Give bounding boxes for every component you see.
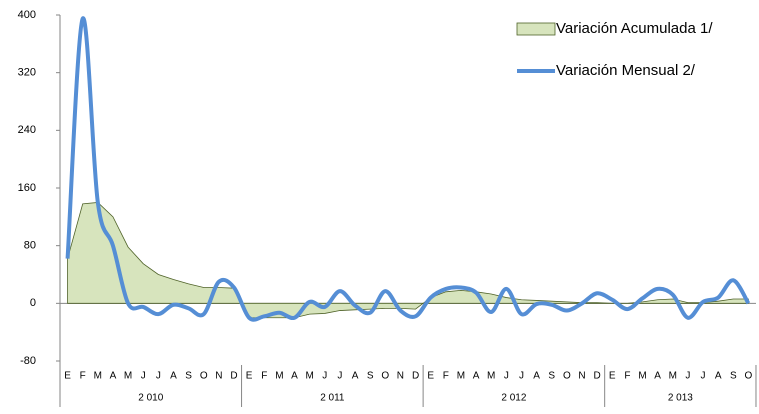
x-tick-label: M <box>275 371 283 382</box>
x-tick-label: M <box>638 371 646 382</box>
x-tick-label: F <box>443 371 449 382</box>
x-group-label: 2 013 <box>668 393 693 404</box>
x-tick-label: M <box>94 371 102 382</box>
x-group-label: 2 011 <box>320 393 345 404</box>
y-tick-label: 80 <box>24 240 36 252</box>
x-tick-label: E <box>609 371 616 382</box>
x-tick-label: F <box>80 371 86 382</box>
x-tick-label: M <box>124 371 132 382</box>
x-tick-label: M <box>457 371 465 382</box>
x-tick-label: J <box>701 371 706 382</box>
y-tick-label: 400 <box>18 9 36 21</box>
x-tick-label: O <box>563 371 571 382</box>
x-tick-label: D <box>230 371 237 382</box>
y-tick-label: 320 <box>18 67 36 79</box>
y-tick-label: 0 <box>30 297 36 309</box>
x-tick-label: A <box>170 371 177 382</box>
x-tick-label: A <box>291 371 298 382</box>
x-tick-label: E <box>64 371 71 382</box>
x-tick-label: M <box>305 371 313 382</box>
x-tick-label: A <box>110 371 117 382</box>
x-tick-label: A <box>352 371 359 382</box>
x-tick-label: J <box>156 371 161 382</box>
x-tick-label: N <box>215 371 222 382</box>
x-tick-label: S <box>367 371 374 382</box>
x-tick-label: J <box>685 371 690 382</box>
x-group-label: 2 012 <box>501 393 526 404</box>
x-group-label: 2 010 <box>138 393 163 404</box>
y-tick-label: 240 <box>18 124 36 136</box>
x-tick-label: N <box>578 371 585 382</box>
x-tick-label: S <box>730 371 737 382</box>
y-tick-label: 160 <box>18 182 36 194</box>
x-tick-label: O <box>200 371 208 382</box>
x-tick-label: F <box>261 371 267 382</box>
x-tick-label: O <box>745 371 753 382</box>
x-tick-label: A <box>533 371 540 382</box>
x-tick-label: M <box>669 371 677 382</box>
x-tick-label: O <box>381 371 389 382</box>
x-tick-label: D <box>593 371 600 382</box>
x-tick-label: F <box>624 371 630 382</box>
x-tick-label: A <box>473 371 480 382</box>
x-tick-label: J <box>337 371 342 382</box>
x-tick-label: M <box>487 371 495 382</box>
x-tick-label: J <box>504 371 509 382</box>
x-tick-label: A <box>715 371 722 382</box>
x-tick-label: J <box>141 371 146 382</box>
x-tick-label: E <box>427 371 434 382</box>
x-tick-label: J <box>519 371 524 382</box>
y-tick-label: -80 <box>20 355 36 367</box>
x-tick-label: N <box>397 371 404 382</box>
x-tick-label: S <box>548 371 555 382</box>
x-tick-label: E <box>246 371 253 382</box>
x-tick-label: D <box>412 371 419 382</box>
legend-label: Variación Acumulada 1/ <box>556 20 713 37</box>
legend-label: Variación Mensual 2/ <box>556 62 696 79</box>
x-tick-label: A <box>654 371 661 382</box>
x-tick-label: S <box>185 371 192 382</box>
area <box>67 202 749 319</box>
legend-swatch <box>516 22 556 36</box>
line <box>65 16 751 322</box>
x-tick-label: J <box>322 371 327 382</box>
